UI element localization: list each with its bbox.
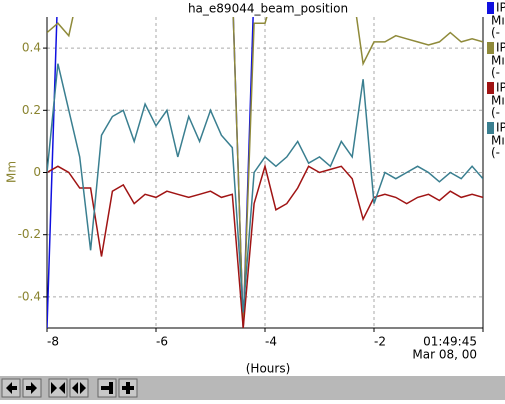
y-axis-label: Mm (5, 161, 19, 183)
zoom-in-button[interactable] (48, 378, 68, 398)
legend-name: IP (496, 1, 505, 15)
x-tick-label: 01:49:45 (423, 335, 477, 349)
x-tick-label: -6 (156, 335, 168, 349)
legend-name: IP (496, 121, 505, 135)
toolbar (0, 376, 505, 400)
legend-swatch (487, 42, 494, 54)
legend-swatch (487, 2, 494, 14)
legend-detail: (- (491, 106, 500, 120)
legend-detail: Mı (491, 54, 505, 68)
legend-detail: Mı (491, 14, 505, 28)
icon (51, 382, 65, 394)
chart-title: ha_e89044_beam_position (188, 2, 348, 16)
legend-detail: (- (491, 26, 500, 40)
series-line (47, 163, 483, 328)
series-line (47, 17, 483, 328)
zoom-out-button[interactable] (69, 378, 89, 398)
legend-swatch (487, 122, 494, 134)
series-line (47, 63, 483, 313)
y-tick-label: -0.4 (18, 289, 41, 303)
legend-detail: Mı (491, 134, 505, 148)
icon (26, 382, 37, 394)
legend-detail: (- (491, 146, 500, 160)
x-tick-label: -2 (374, 335, 386, 349)
x-tick-label: -4 (265, 335, 277, 349)
legend-detail: Mı (491, 94, 505, 108)
legend-name: IP (496, 81, 505, 95)
x-date-label: Mar 08, 00 (412, 348, 477, 362)
y-tick-label: 0.2 (22, 103, 41, 117)
y-tick-label: 0.4 (22, 41, 41, 55)
legend-detail: (- (491, 66, 500, 80)
legend-name: IP (496, 41, 505, 55)
legend-swatch (487, 82, 494, 94)
plot-lines (47, 17, 483, 328)
y-tick-label: -0.2 (18, 227, 41, 241)
icon (101, 382, 113, 394)
x-axis-label: (Hours) (246, 362, 291, 376)
icon (72, 382, 86, 394)
icon (122, 382, 134, 394)
icon (6, 382, 17, 394)
y-tick-label: 0 (33, 165, 41, 179)
x-tick-label: -8 (47, 335, 59, 349)
